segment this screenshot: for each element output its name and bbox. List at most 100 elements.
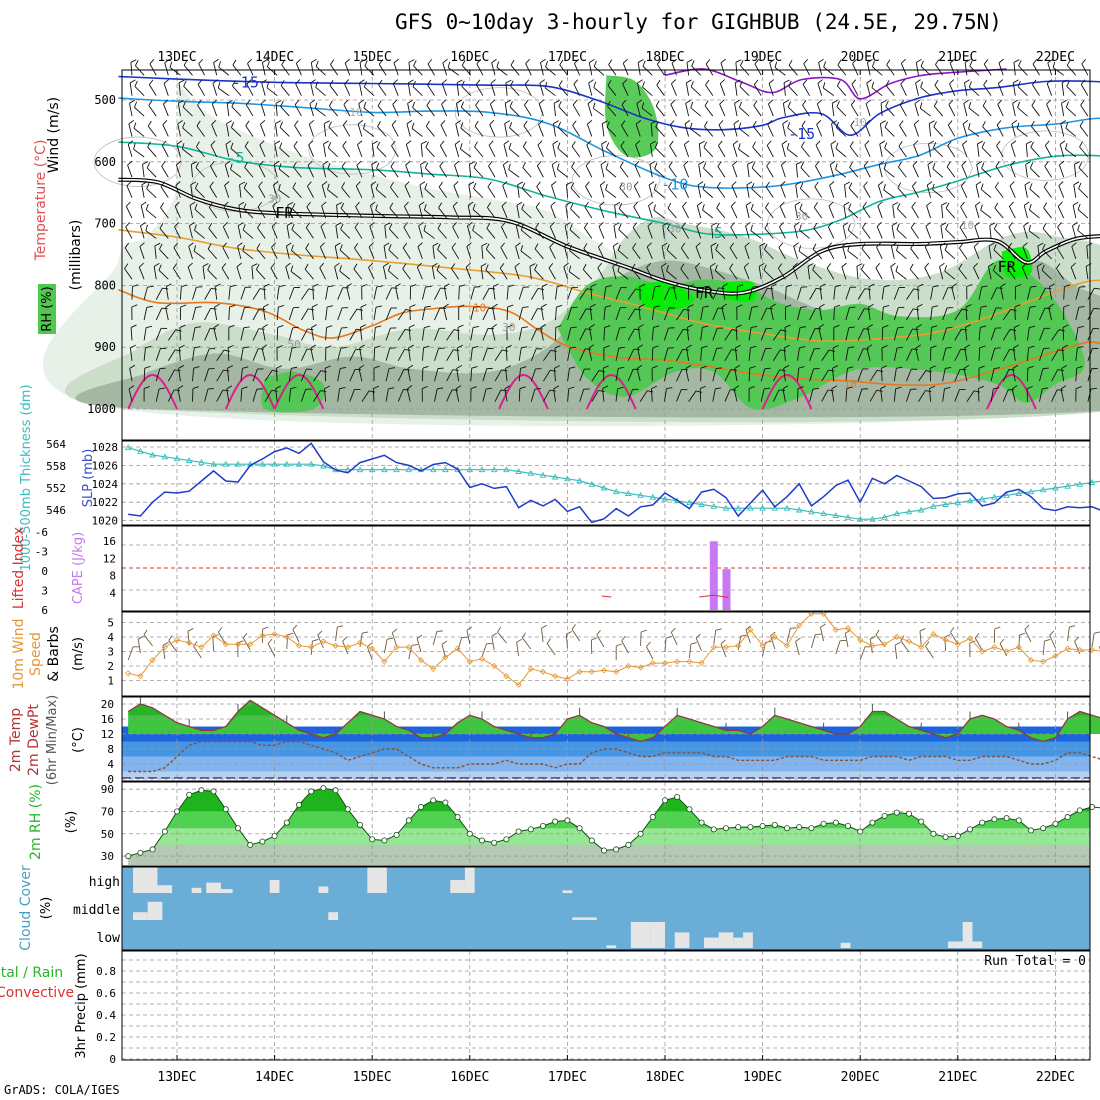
cloud-frame (121, 866, 1091, 951)
wind-barb (425, 126, 435, 137)
wind-barb (724, 369, 732, 382)
wind-barb-flag (510, 80, 514, 87)
wind-barb-flag (360, 304, 367, 308)
wind-barb-flag (896, 366, 903, 369)
wind-barb-flag (974, 221, 980, 227)
wind-barb (841, 266, 847, 280)
wind-barb (1077, 230, 1089, 239)
wind-barb-flag (687, 304, 694, 308)
wind-barb-flag (403, 369, 410, 371)
wind-barb (680, 268, 689, 280)
wind-barb-flag (632, 222, 638, 228)
wind-barb (545, 66, 556, 76)
wind-barb-flag (194, 203, 198, 210)
wind-barb-flag (1030, 120, 1035, 127)
wind-barb (712, 348, 718, 361)
wind-barb-flag (1009, 348, 1016, 351)
wind-barb (940, 225, 944, 239)
thickness-marker (905, 508, 913, 515)
wind-barb-flag (883, 163, 887, 170)
wind-barb-flag (621, 99, 627, 105)
wind-barb-flag (601, 140, 608, 145)
wind-barb (207, 248, 218, 260)
wind-barb-flag (466, 242, 472, 247)
wind-barb (129, 368, 133, 382)
wind-barb-flag (1007, 263, 1012, 269)
wind-barb (913, 124, 919, 137)
wind-barb (974, 637, 983, 651)
wind-barb-flag (769, 58, 775, 64)
wind-barb (617, 249, 629, 260)
wind-barb (563, 266, 569, 280)
wind-barb-flag (862, 222, 867, 229)
wind-barb (237, 225, 242, 239)
wind-barb-flag (929, 385, 936, 390)
wind-barb-flag (1062, 324, 1069, 328)
wind-barb (243, 187, 254, 198)
wind-barb-flag (752, 120, 757, 127)
rh-marker (857, 828, 864, 835)
wind-barb-flag (1071, 242, 1077, 247)
wind-barb (535, 227, 544, 239)
wind-barb (315, 66, 326, 76)
wind-barb-flag (210, 140, 216, 146)
wind-speed-marker (942, 636, 949, 643)
wind-barb (589, 307, 593, 321)
wind-barb (765, 186, 774, 198)
wind-barb-flag (793, 242, 799, 247)
wind-barb-flag (950, 627, 955, 633)
wind-barb (815, 144, 823, 158)
wind-barb (455, 123, 460, 137)
wind-speed-marker (198, 644, 205, 651)
thickness-marker (600, 484, 608, 491)
wind-barb (134, 107, 145, 117)
thickness-marker (454, 466, 461, 473)
precip-axis-label: 3hr Precip (mm) (74, 953, 89, 1058)
wind-barb-flag (798, 366, 805, 369)
cloud-bar-high (450, 880, 465, 893)
wind-barb (752, 146, 762, 158)
wind-barb-flag (592, 102, 596, 109)
wind-barb (213, 307, 218, 321)
wind-barb-flag (407, 364, 414, 369)
wind-barb-flag (996, 120, 1002, 126)
wind-barb-flag (835, 121, 840, 128)
wind-barb-flag (732, 140, 739, 145)
rh-marker (954, 833, 961, 840)
wind-barb (349, 328, 357, 341)
wind-barb-flag (510, 59, 515, 66)
wind-barb-flag (488, 161, 493, 167)
wind-barb (863, 165, 871, 178)
wind-barb (601, 123, 605, 137)
lifted-index-line (601, 595, 612, 598)
wind-barb-flag (439, 140, 445, 146)
wind-barb-flag (128, 385, 135, 390)
wind-barb-flag (1077, 203, 1081, 210)
wind-barb-flag (946, 161, 951, 167)
wind-barb-flag (357, 119, 364, 125)
wind-barb (194, 229, 205, 239)
wind-barb (666, 249, 677, 260)
wind-barb-flag (711, 222, 718, 226)
wind-barb (892, 205, 895, 219)
wind-barb (434, 388, 438, 402)
wind-barb-flag (454, 140, 461, 145)
rh-tick-label: 70 (101, 805, 114, 818)
wind-barb-flag (847, 244, 850, 251)
wind-barb-flag (356, 308, 363, 311)
wind-barb-flag (740, 634, 747, 637)
wind-barb-flag (1061, 364, 1068, 369)
wind-barb (192, 327, 196, 341)
wind-barb (251, 266, 254, 280)
wind-barb (161, 145, 169, 158)
wind-barb-flag (546, 638, 551, 644)
rh-shaded-region (604, 75, 659, 158)
contour-label: 30 (268, 193, 281, 206)
thickness-marker (429, 466, 437, 473)
wind-barb (571, 166, 581, 178)
wind-barb (1059, 144, 1065, 157)
wind-barb-flag (863, 181, 868, 187)
wind-barb-flag (635, 288, 642, 291)
wind-barb-flag (474, 120, 479, 127)
